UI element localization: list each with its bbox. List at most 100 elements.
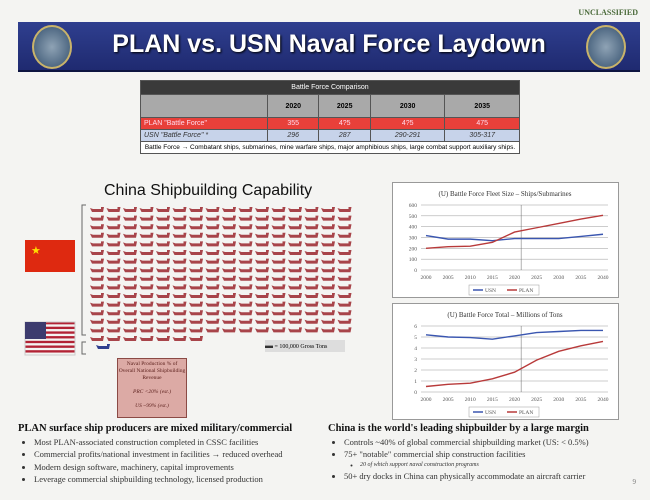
ship-icon <box>238 241 253 247</box>
ship-icon <box>205 250 220 255</box>
y-tick-label: 100 <box>409 257 418 263</box>
ship-icon <box>189 327 203 333</box>
table-row: USN "Battle Force" * 296 287 290-291 305-317 <box>140 129 520 142</box>
chart-title: (U) Battle Force Fleet Size – Ships/Subm… <box>439 190 572 198</box>
ship-icon <box>321 207 335 212</box>
ship-legend: ▬ = 100,000 Gross Tons <box>265 340 345 352</box>
legend-label: USN <box>485 410 496 416</box>
ship-icon <box>139 275 154 281</box>
ship-icon <box>238 207 253 212</box>
ship-icon <box>222 267 236 273</box>
x-tick-label: 2015 <box>487 397 498 403</box>
note-us: US ~99% (est.) <box>135 403 169 409</box>
ship-icon <box>123 232 137 238</box>
note-title: Naval Production % of Overall National S… <box>118 361 186 381</box>
ship-icon <box>205 267 220 273</box>
x-tick-label: 2030 <box>553 397 564 403</box>
ship-icon <box>189 318 203 324</box>
ship-icon <box>90 310 104 316</box>
ship-icon <box>337 207 352 212</box>
ship-icon <box>337 267 352 273</box>
ship-icon <box>321 293 335 298</box>
ship-icon <box>222 284 236 290</box>
x-tick-label: 2025 <box>531 397 542 403</box>
cell: 4?5 <box>318 117 371 130</box>
ship-icon <box>238 318 253 324</box>
ship-icon <box>139 336 154 341</box>
ship-icon <box>139 267 154 273</box>
ship-icon <box>189 267 203 273</box>
ship-icon <box>205 215 220 221</box>
y-tick-label: 400 <box>409 225 418 231</box>
ship-icon <box>288 267 302 273</box>
ship-icon <box>123 207 137 212</box>
ship-icon <box>189 258 203 264</box>
ship-icon <box>321 301 335 307</box>
ship-icon <box>271 207 286 212</box>
ship-icon <box>337 293 352 298</box>
ship-icon <box>205 318 220 324</box>
ship-icon <box>271 301 286 307</box>
ship-icon <box>288 284 302 290</box>
ship-icon <box>106 318 121 324</box>
ship-icon <box>90 250 104 255</box>
ship-icon <box>123 224 137 230</box>
ship-icon <box>288 241 302 247</box>
ship-icon <box>139 215 154 221</box>
ship-icon <box>337 241 352 247</box>
ship-icon <box>156 284 170 290</box>
ship-icon <box>106 310 121 316</box>
ship-icon <box>304 293 319 298</box>
ship-icon <box>106 293 121 298</box>
ship-icon <box>321 310 335 316</box>
shipbuilding-pictogram: ★ <box>24 204 352 356</box>
ship-icon <box>172 310 187 316</box>
slide-title: PLAN vs. USN Naval Force Laydown <box>112 30 546 58</box>
ship-icon <box>172 207 187 212</box>
classification-label: UNCLASSIFIED <box>578 8 638 17</box>
ship-icon <box>271 232 286 238</box>
ship-icon <box>271 224 286 230</box>
ship-icon <box>106 224 121 230</box>
y-tick-label: 0 <box>414 268 417 274</box>
ship-icon <box>172 293 187 298</box>
ship-icon <box>238 327 253 333</box>
legend-box <box>468 284 540 296</box>
ship-icon <box>271 275 286 281</box>
ship-icon <box>139 301 154 307</box>
ship-icon <box>172 232 187 238</box>
x-tick-label: 2005 <box>443 275 454 281</box>
ship-icon <box>156 207 170 212</box>
ship-icon <box>172 267 187 273</box>
ship-icon <box>139 250 154 255</box>
cell: 290-291 <box>369 129 446 142</box>
ship-icon <box>123 293 137 298</box>
ship-icon <box>337 327 352 333</box>
ship-icon <box>288 327 302 333</box>
ship-icon <box>321 258 335 264</box>
ship-icon <box>156 275 170 281</box>
ship-icon <box>271 327 286 333</box>
year-header: 2030 <box>369 94 446 118</box>
ship-icon <box>172 284 187 290</box>
ship-icon <box>255 318 269 324</box>
ship-icon <box>271 293 286 298</box>
row-label: PLAN "Battle Force" <box>140 117 268 130</box>
ship-icon <box>238 250 253 255</box>
series-line-plan <box>425 214 604 250</box>
ship-icon <box>156 250 170 255</box>
ship-icon <box>238 275 253 281</box>
x-tick-label: 2010 <box>465 397 476 403</box>
ship-icon <box>337 310 352 316</box>
ship-icon <box>337 215 352 221</box>
note-prc: PRC <20% (est.) <box>132 389 172 395</box>
ship-icon <box>189 284 203 290</box>
ship-icon <box>271 258 286 264</box>
ship-icon <box>156 267 170 273</box>
ship-icon <box>304 250 319 255</box>
ship-icon <box>90 293 104 298</box>
ship-legend-label: = 100,000 Gross Tons <box>274 344 328 350</box>
ship-icon <box>222 327 236 333</box>
ship-icon <box>321 232 335 238</box>
ship-icon <box>123 284 137 290</box>
